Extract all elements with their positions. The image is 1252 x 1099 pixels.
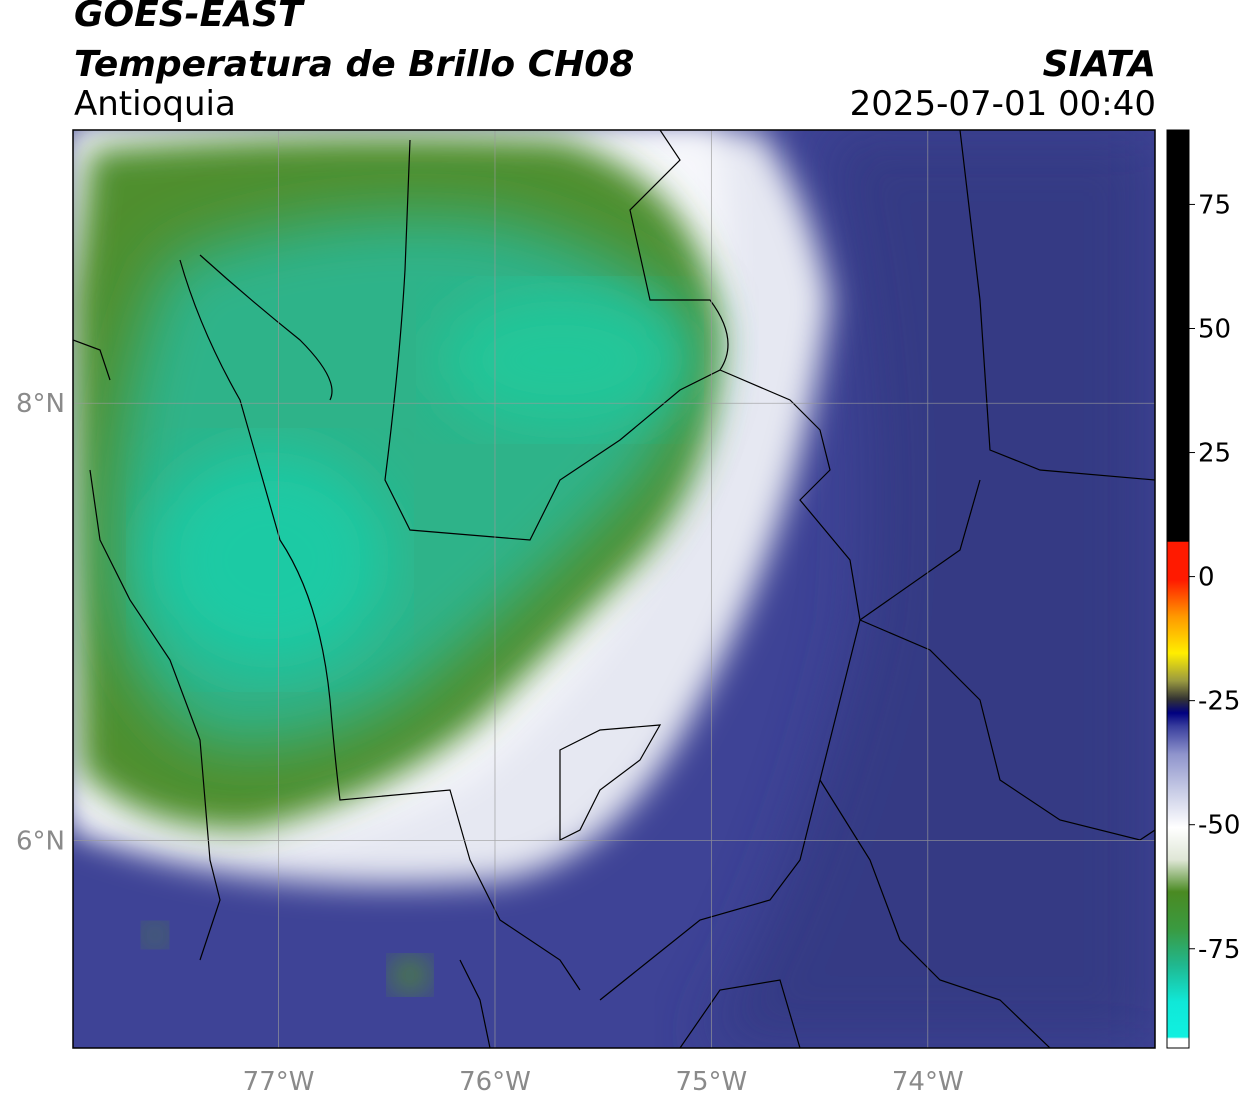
organization-label: SIATA: [1042, 44, 1156, 85]
colorbar-tick-label: -75: [1198, 935, 1240, 965]
product-title: Temperatura de Brillo CH08: [74, 44, 635, 85]
x-axis-ticks: 77°W 76°W 75°W 74°W: [243, 1067, 964, 1097]
datetime-label: 2025-07-01 00:40: [849, 84, 1156, 124]
colorbar-tick-label: 75: [1198, 190, 1231, 220]
y-tick-label: 6°N: [16, 826, 65, 856]
colorbar-ticks: 75 50 25 0 -25 -50 -75: [1189, 190, 1240, 965]
map-frame: [72, 129, 1156, 1049]
y-axis-ticks: 8°N 6°N: [16, 389, 65, 856]
colorbar-tick-label: 25: [1198, 439, 1231, 469]
colorbar-tick-label: -50: [1198, 811, 1240, 841]
x-tick-label: 76°W: [459, 1067, 531, 1097]
satellite-title: GOES-EAST: [74, 0, 303, 35]
x-tick-label: 74°W: [892, 1067, 964, 1097]
x-tick-label: 75°W: [675, 1067, 747, 1097]
region-label: Antioquia: [74, 84, 236, 124]
x-tick-label: 77°W: [243, 1067, 315, 1097]
colorbar: [1166, 129, 1190, 1049]
colorbar-tick-label: 50: [1198, 314, 1231, 344]
colorbar-tick-label: -25: [1198, 687, 1240, 717]
political-borders: [73, 130, 1155, 1048]
y-tick-label: 8°N: [16, 389, 65, 419]
temperature-field: [73, 130, 1155, 1048]
colorbar-tick-label: 0: [1198, 563, 1215, 593]
gridlines: [73, 130, 1155, 1048]
